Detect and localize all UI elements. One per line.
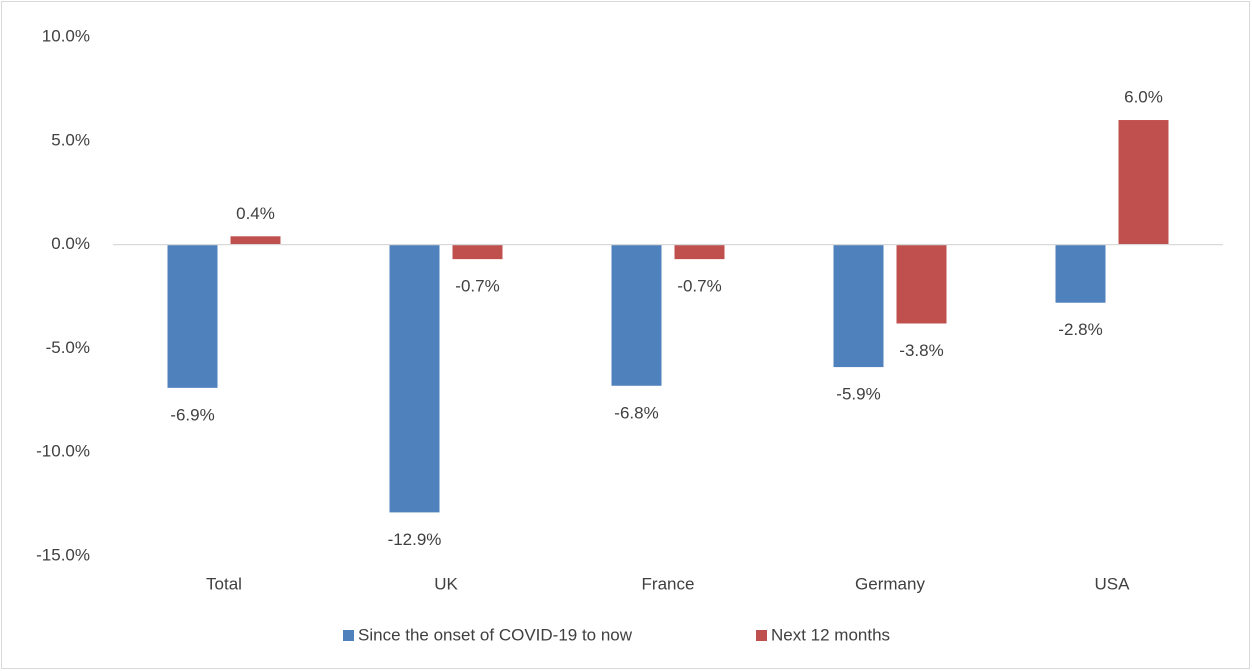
data-label: -6.8% (614, 403, 658, 422)
bar (1118, 120, 1169, 245)
x-tick-label: Germany (855, 574, 925, 593)
x-tick-label: UK (434, 574, 458, 593)
data-label: -5.9% (836, 385, 880, 404)
data-label: 0.4% (236, 204, 275, 223)
legend-swatch (756, 630, 767, 641)
bar (230, 236, 281, 245)
bar (1055, 244, 1106, 303)
legend-label: Since the onset of COVID-19 to now (358, 625, 633, 644)
y-tick-label: 5.0% (51, 130, 90, 149)
legend-label: Next 12 months (771, 625, 890, 644)
data-label: -12.9% (388, 530, 442, 549)
bar (452, 244, 503, 260)
y-tick-label: 0.0% (51, 234, 90, 253)
bar (674, 244, 725, 260)
bar (389, 244, 440, 513)
x-tick-label: USA (1095, 574, 1131, 593)
data-label: -0.7% (455, 277, 499, 296)
bar (611, 244, 662, 386)
data-label: -3.8% (899, 341, 943, 360)
data-label: -6.9% (170, 405, 214, 424)
y-tick-label: 10.0% (42, 26, 90, 45)
legend-swatch (343, 630, 354, 641)
data-label: -0.7% (677, 277, 721, 296)
bar (896, 244, 947, 324)
x-tick-label: France (642, 574, 695, 593)
y-tick-label: -15.0% (36, 545, 90, 564)
y-tick-label: -10.0% (36, 442, 90, 461)
data-label: 6.0% (1124, 88, 1163, 107)
data-label: -2.8% (1058, 320, 1102, 339)
bar (167, 244, 218, 388)
y-tick-label: -5.0% (46, 338, 90, 357)
bar (833, 244, 884, 368)
x-tick-label: Total (206, 574, 242, 593)
